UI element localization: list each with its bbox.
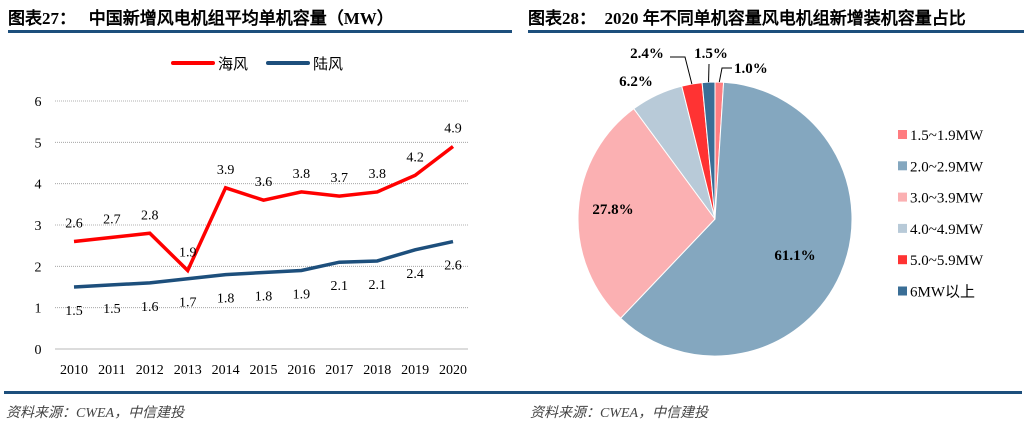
data-label: 2.1 bbox=[331, 279, 349, 294]
data-label: 1.5 bbox=[65, 304, 83, 319]
legend-swatch bbox=[898, 224, 907, 233]
x-tick-label: 2013 bbox=[174, 363, 202, 378]
data-label: 2.1 bbox=[368, 278, 386, 293]
x-tick-label: 2018 bbox=[363, 363, 391, 378]
x-tick-label: 2012 bbox=[136, 363, 164, 378]
x-tick-label: 2017 bbox=[325, 363, 353, 378]
data-label: 2.8 bbox=[141, 208, 159, 223]
legend-swatch bbox=[898, 130, 907, 139]
data-label: 1.8 bbox=[217, 292, 235, 307]
data-label: 1.6 bbox=[141, 300, 159, 315]
pie-label: 61.1% bbox=[774, 248, 815, 264]
legend-label: 4.0~4.9MW bbox=[910, 222, 984, 238]
legend-swatch bbox=[898, 287, 907, 296]
data-label: 3.9 bbox=[217, 163, 235, 178]
data-label: 2.6 bbox=[65, 217, 83, 232]
legend-label: 1.5~1.9MW bbox=[910, 128, 984, 144]
pie-label: 1.5% bbox=[694, 46, 728, 62]
data-label: 3.6 bbox=[255, 175, 273, 190]
x-tick-label: 2015 bbox=[250, 363, 278, 378]
legend-label: 海风 bbox=[218, 56, 248, 73]
data-label: 2.7 bbox=[103, 212, 121, 227]
y-tick-label: 2 bbox=[35, 260, 42, 275]
legend-swatch bbox=[898, 193, 907, 202]
pie-label: 2.4% bbox=[630, 46, 664, 62]
legend-label: 2.0~2.9MW bbox=[910, 159, 984, 175]
data-label: 1.8 bbox=[255, 290, 273, 305]
data-label: 1.9 bbox=[293, 287, 311, 302]
leader-line bbox=[719, 68, 732, 82]
y-tick-label: 5 bbox=[35, 136, 42, 151]
y-tick-label: 0 bbox=[35, 343, 42, 358]
data-label: 3.8 bbox=[293, 167, 311, 182]
x-tick-label: 2011 bbox=[98, 363, 125, 378]
data-label: 1.7 bbox=[179, 296, 197, 311]
legend-label: 3.0~3.9MW bbox=[910, 191, 984, 207]
pie-label: 6.2% bbox=[619, 74, 653, 90]
y-tick-label: 6 bbox=[35, 95, 42, 110]
x-tick-label: 2019 bbox=[401, 363, 429, 378]
x-tick-label: 2016 bbox=[287, 363, 315, 378]
leader-line bbox=[670, 57, 692, 84]
data-label: 3.8 bbox=[368, 167, 386, 182]
y-tick-label: 3 bbox=[35, 219, 42, 234]
data-label: 4.2 bbox=[406, 150, 424, 165]
y-tick-label: 1 bbox=[35, 302, 42, 317]
data-label: 2.6 bbox=[444, 259, 462, 274]
data-label: 4.9 bbox=[444, 121, 462, 136]
legend-label: 6MW以上 bbox=[910, 284, 975, 301]
series-line-陆风 bbox=[74, 242, 453, 287]
series-line-海风 bbox=[74, 146, 453, 270]
x-tick-label: 2014 bbox=[212, 363, 240, 378]
y-tick-label: 4 bbox=[35, 178, 42, 193]
x-tick-label: 2010 bbox=[60, 363, 88, 378]
data-label: 3.7 bbox=[331, 171, 349, 186]
legend-label: 陆风 bbox=[313, 56, 343, 73]
legend-swatch bbox=[898, 161, 907, 170]
legend-label: 5.0~5.9MW bbox=[910, 253, 984, 269]
pie-label: 1.0% bbox=[734, 61, 768, 77]
data-label: 1.5 bbox=[103, 302, 121, 317]
x-tick-label: 2020 bbox=[439, 363, 467, 378]
data-label: 2.4 bbox=[406, 267, 424, 282]
data-label: 1.9 bbox=[179, 245, 197, 260]
legend-swatch bbox=[898, 255, 907, 264]
pie-label: 27.8% bbox=[592, 202, 633, 218]
